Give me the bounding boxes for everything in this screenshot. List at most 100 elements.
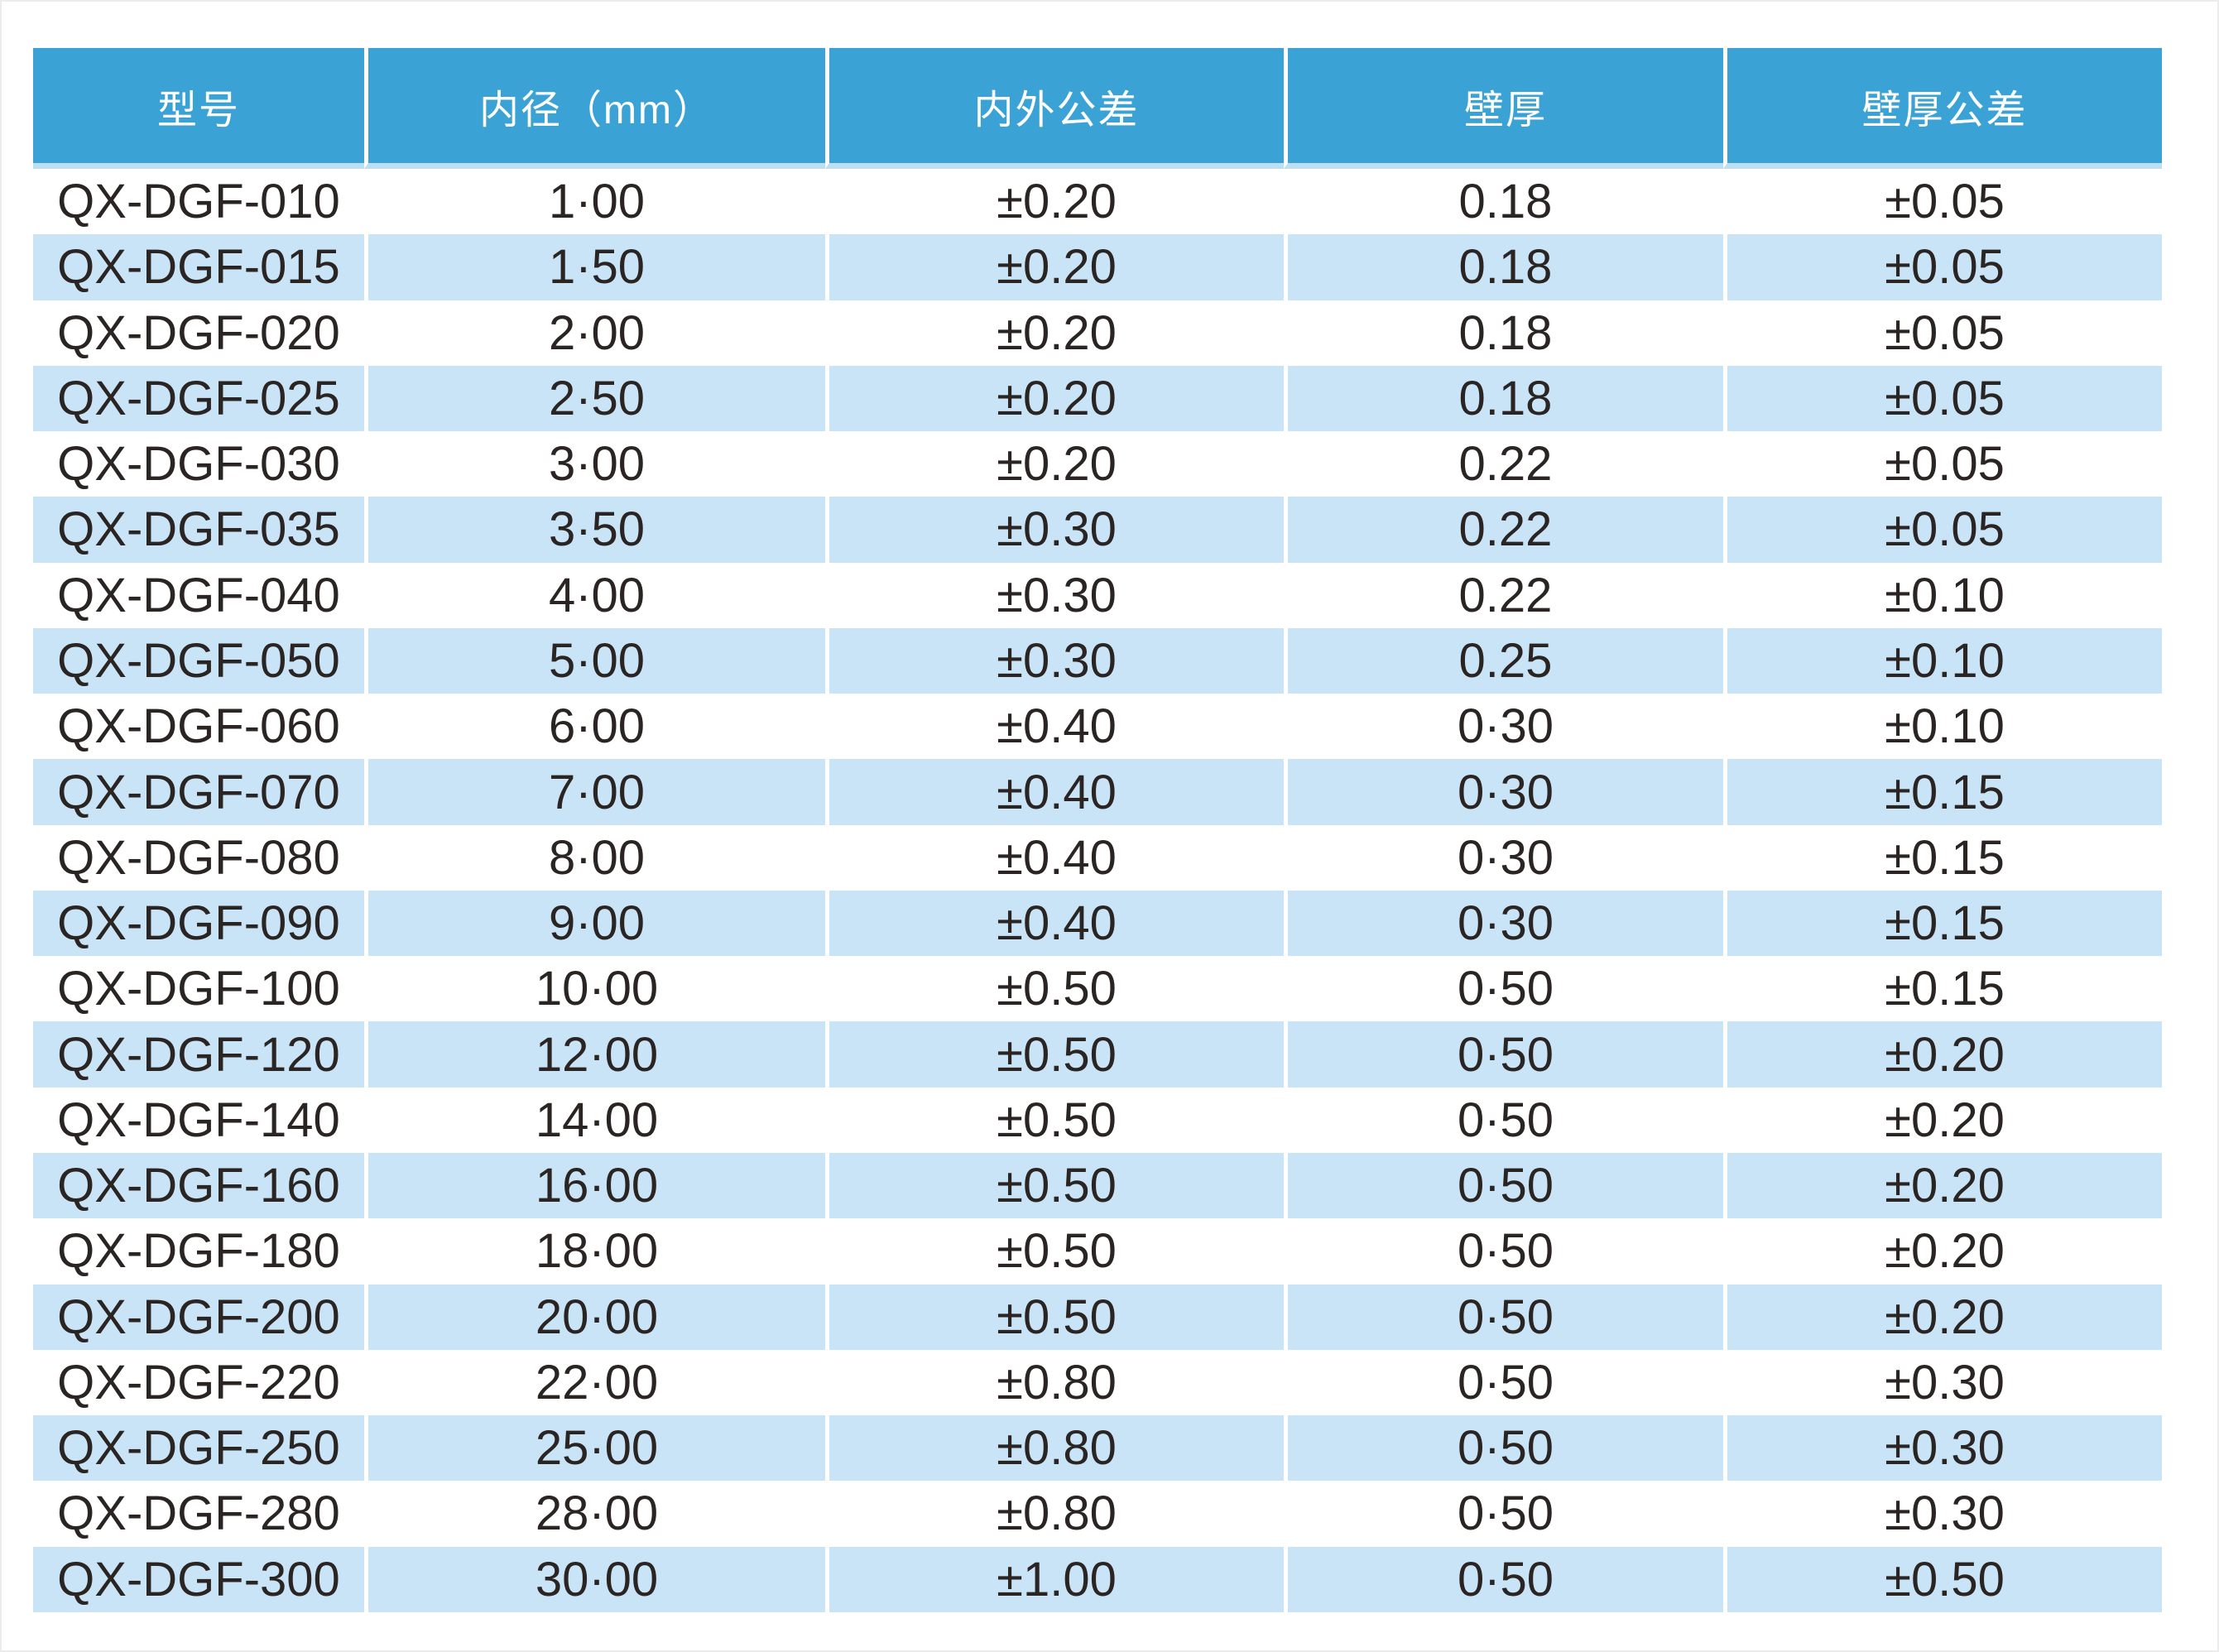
cell-model: QX-DGF-090 [57,896,340,951]
cell-in-out-tolerance: ±0.20 [825,431,1284,497]
table-row: QX-DGF-050 5·00 ±0.30 0.25 ±0.10 [33,627,2162,694]
cell-inner-diameter: 6·00 [364,694,825,760]
cell-model: QX-DGF-280 [57,1486,340,1541]
cell-inner-diameter: 8·00 [364,824,825,891]
table-row: QX-DGF-180 18·00 ±0.50 0·50 ±0.20 [33,1218,2162,1285]
cell-wall-thickness: 0·50 [1284,1546,1723,1612]
cell-inner-diameter: 2·50 [364,365,825,432]
cell-in-out-tolerance: ±0.20 [825,234,1284,300]
cell-wall-thickness: 0·30 [1284,694,1723,760]
column-header-wall-thickness: 壁厚 [1284,48,1723,169]
cell-wall-tolerance: ±0.20 [1723,1284,2162,1350]
table-row: QX-DGF-200 20·00 ±0.50 0·50 ±0.20 [33,1284,2162,1350]
cell-wall-tolerance: ±0.50 [1723,1546,2162,1612]
cell-model: QX-DGF-070 [57,765,340,819]
table-row: QX-DGF-100 10·00 ±0.50 0·50 ±0.15 [33,956,2162,1022]
cell-wall-tolerance: ±0.10 [1723,694,2162,760]
cell-in-out-tolerance: ±0.20 [825,365,1284,432]
cell-model: QX-DGF-010 [57,175,340,229]
cell-wall-tolerance: ±0.30 [1723,1415,2162,1482]
cell-model: QX-DGF-015 [57,240,340,295]
cell-in-out-tolerance: ±0.20 [825,300,1284,366]
cell-in-out-tolerance: ±0.30 [825,562,1284,628]
cell-inner-diameter: 9·00 [364,890,825,957]
cell-wall-thickness: 0·30 [1284,759,1723,825]
cell-wall-tolerance: ±0.05 [1723,497,2162,563]
table-row: QX-DGF-035 3·50 ±0.30 0.22 ±0.05 [33,497,2162,563]
cell-model: QX-DGF-300 [57,1552,340,1606]
cell-in-out-tolerance: ±0.30 [825,627,1284,694]
cell-inner-diameter: 25·00 [364,1415,825,1482]
table-row: QX-DGF-160 16·00 ±0.50 0·50 ±0.20 [33,1152,2162,1219]
table-row: QX-DGF-250 25·00 ±0.80 0·50 ±0.30 [33,1415,2162,1482]
table-row: QX-DGF-140 14·00 ±0.50 0·50 ±0.20 [33,1087,2162,1153]
table-body: QX-DGF-010 1·00 ±0.20 0.18 ±0.05 QX-DGF-… [33,169,2162,1612]
table-row: QX-DGF-010 1·00 ±0.20 0.18 ±0.05 [33,169,2162,235]
table-row: QX-DGF-015 1·50 ±0.20 0.18 ±0.05 [33,234,2162,300]
cell-inner-diameter: 20·00 [364,1284,825,1350]
cell-wall-tolerance: ±0.05 [1723,431,2162,497]
table-row: QX-DGF-030 3·00 ±0.20 0.22 ±0.05 [33,431,2162,497]
cell-wall-thickness: 0·30 [1284,824,1723,891]
cell-in-out-tolerance: ±0.50 [825,956,1284,1022]
cell-inner-diameter: 2·00 [364,300,825,366]
cell-model: QX-DGF-080 [57,830,340,885]
cell-inner-diameter: 16·00 [364,1152,825,1219]
cell-wall-thickness: 0·50 [1284,1349,1723,1416]
cell-wall-tolerance: ±0.30 [1723,1349,2162,1416]
cell-wall-thickness: 0·50 [1284,1415,1723,1482]
cell-in-out-tolerance: ±0.80 [825,1349,1284,1416]
cell-inner-diameter: 14·00 [364,1087,825,1153]
cell-in-out-tolerance: ±0.40 [825,824,1284,891]
cell-wall-tolerance: ±0.20 [1723,1087,2162,1153]
cell-wall-thickness: 0.22 [1284,562,1723,628]
cell-model: QX-DGF-180 [57,1224,340,1279]
cell-model: QX-DGF-040 [57,568,340,622]
cell-wall-tolerance: ±0.15 [1723,890,2162,957]
cell-in-out-tolerance: ±1.00 [825,1546,1284,1612]
cell-wall-thickness: 0·50 [1284,1087,1723,1153]
cell-model: QX-DGF-160 [57,1159,340,1213]
cell-wall-thickness: 0·30 [1284,890,1723,957]
cell-inner-diameter: 3·50 [364,497,825,563]
cell-wall-thickness: 0.18 [1284,234,1723,300]
cell-wall-thickness: 0·50 [1284,956,1723,1022]
cell-wall-tolerance: ±0.15 [1723,759,2162,825]
spec-table: 型号 内径（mm） 内外公差 壁厚 壁厚公差 QX-DGF-010 1·00 ±… [33,48,2162,1612]
cell-in-out-tolerance: ±0.40 [825,890,1284,957]
cell-wall-thickness: 0.18 [1284,169,1723,235]
cell-wall-tolerance: ±0.05 [1723,300,2162,366]
cell-model: QX-DGF-030 [57,437,340,492]
cell-model: QX-DGF-020 [57,305,340,360]
cell-inner-diameter: 12·00 [364,1021,825,1088]
column-header-in-out-tolerance: 内外公差 [825,48,1284,169]
cell-in-out-tolerance: ±0.30 [825,497,1284,563]
table-row: QX-DGF-090 9·00 ±0.40 0·30 ±0.15 [33,890,2162,957]
cell-inner-diameter: 1·50 [364,234,825,300]
cell-wall-tolerance: ±0.30 [1723,1481,2162,1547]
column-header-model: 型号 [33,48,364,169]
cell-wall-thickness: 0·50 [1284,1481,1723,1547]
cell-model: QX-DGF-120 [57,1027,340,1082]
cell-in-out-tolerance: ±0.50 [825,1218,1284,1285]
cell-in-out-tolerance: ±0.40 [825,694,1284,760]
table-row: QX-DGF-070 7·00 ±0.40 0·30 ±0.15 [33,759,2162,825]
table-row: QX-DGF-220 22·00 ±0.80 0·50 ±0.30 [33,1349,2162,1416]
cell-inner-diameter: 18·00 [364,1218,825,1285]
cell-in-out-tolerance: ±0.40 [825,759,1284,825]
cell-in-out-tolerance: ±0.50 [825,1152,1284,1219]
table-row: QX-DGF-080 8·00 ±0.40 0·30 ±0.15 [33,824,2162,891]
cell-inner-diameter: 7·00 [364,759,825,825]
column-header-inner-diameter: 内径（mm） [364,48,825,169]
cell-wall-tolerance: ±0.10 [1723,562,2162,628]
column-header-wall-tolerance: 壁厚公差 [1723,48,2162,169]
cell-inner-diameter: 22·00 [364,1349,825,1416]
cell-model: QX-DGF-220 [57,1355,340,1409]
table-row: QX-DGF-300 30·00 ±1.00 0·50 ±0.50 [33,1546,2162,1612]
table-row: QX-DGF-040 4·00 ±0.30 0.22 ±0.10 [33,562,2162,628]
cell-model: QX-DGF-060 [57,699,340,754]
cell-in-out-tolerance: ±0.50 [825,1021,1284,1088]
cell-inner-diameter: 5·00 [364,627,825,694]
cell-wall-tolerance: ±0.05 [1723,169,2162,235]
